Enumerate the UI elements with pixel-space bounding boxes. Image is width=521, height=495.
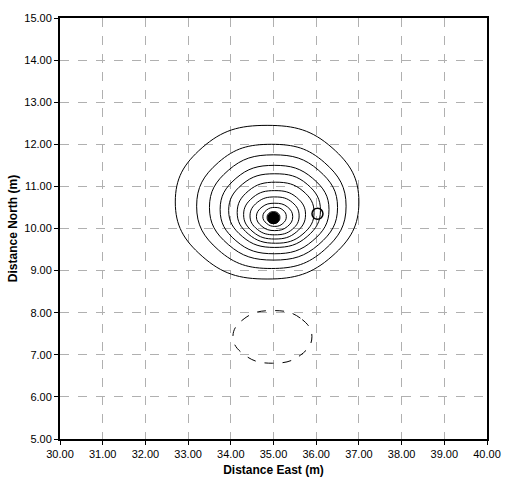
svg-text:36.00: 36.00 bbox=[302, 448, 330, 460]
svg-text:40.00: 40.00 bbox=[473, 448, 501, 460]
svg-text:34.00: 34.00 bbox=[217, 448, 245, 460]
svg-text:Distance East (m): Distance East (m) bbox=[223, 463, 324, 477]
svg-text:7.00: 7.00 bbox=[30, 349, 51, 361]
svg-text:13.00: 13.00 bbox=[24, 96, 52, 108]
svg-text:Distance North (m): Distance North (m) bbox=[6, 175, 20, 282]
svg-text:32.00: 32.00 bbox=[132, 448, 160, 460]
svg-text:14.00: 14.00 bbox=[24, 54, 52, 66]
svg-text:5.00: 5.00 bbox=[30, 433, 51, 445]
svg-text:30.00: 30.00 bbox=[46, 448, 74, 460]
svg-text:37.00: 37.00 bbox=[345, 448, 373, 460]
svg-text:9.00: 9.00 bbox=[30, 264, 51, 276]
svg-text:35.00: 35.00 bbox=[260, 448, 288, 460]
svg-text:12.00: 12.00 bbox=[24, 138, 52, 150]
svg-text:11.00: 11.00 bbox=[25, 180, 52, 192]
svg-text:15.00: 15.00 bbox=[24, 12, 52, 24]
svg-text:10.00: 10.00 bbox=[24, 222, 52, 234]
svg-text:38.00: 38.00 bbox=[388, 448, 416, 460]
svg-text:33.00: 33.00 bbox=[174, 448, 202, 460]
svg-text:39.00: 39.00 bbox=[431, 448, 459, 460]
svg-text:31.00: 31.00 bbox=[89, 448, 117, 460]
svg-text:6.00: 6.00 bbox=[30, 391, 51, 403]
svg-text:8.00: 8.00 bbox=[30, 307, 51, 319]
